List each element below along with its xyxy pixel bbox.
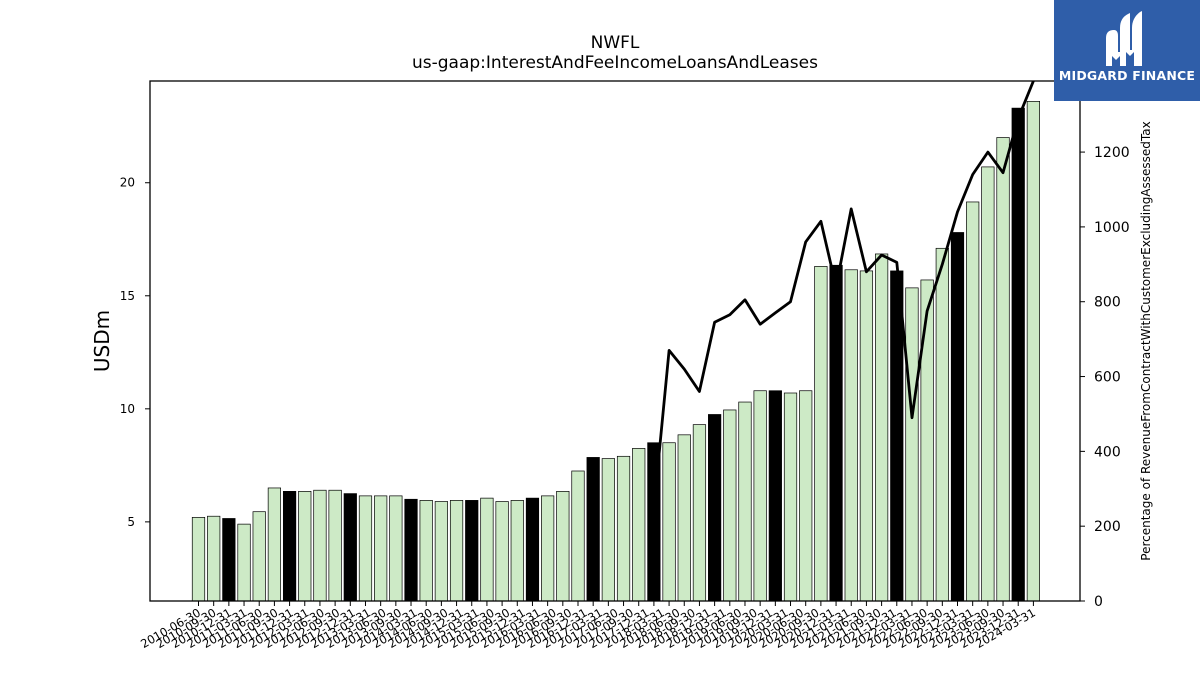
bar-2022-09-30 xyxy=(935,247,949,602)
bar-2014-12-31 xyxy=(465,500,479,602)
bar-2012-03-31 xyxy=(298,491,312,602)
bar-2024-03-31 xyxy=(1026,100,1041,602)
y2-tick-label-1000: 1000 xyxy=(1094,220,1130,236)
bar-2013-06-30 xyxy=(374,495,388,602)
y-tick-label-15: 15 xyxy=(120,289,135,303)
bar-2021-03-31 xyxy=(844,269,858,602)
y-axis-right: 0 200 400 600 800 1000 1200 xyxy=(1080,145,1130,610)
bar-2015-03-31 xyxy=(480,497,494,602)
bar-2013-12-31 xyxy=(404,498,418,602)
bar-2014-09-30 xyxy=(449,500,464,602)
y-axis-label-right: Percentage of RevenueFromContractWithCus… xyxy=(1139,121,1153,560)
chart-subtitle: us-gaap:InterestAndFeeIncomeLoansAndLeas… xyxy=(412,53,818,73)
line-series xyxy=(652,80,1035,508)
bar-2020-06-30 xyxy=(799,390,813,602)
bar-2013-09-30 xyxy=(389,495,403,602)
bar-2023-12-31 xyxy=(1011,107,1025,602)
y2-tick-label-200: 200 xyxy=(1094,519,1121,535)
bar-2021-09-30 xyxy=(874,253,889,602)
bar-2023-06-30 xyxy=(981,166,995,602)
bar-2010-09-30 xyxy=(207,515,221,602)
bar-2010-12-31 xyxy=(222,518,236,602)
bar-2011-03-31 xyxy=(237,523,251,602)
bar-2022-06-30 xyxy=(920,279,934,602)
bar-2021-06-30 xyxy=(859,270,874,602)
series-line-percentage xyxy=(652,80,1035,508)
bar-2020-09-30 xyxy=(814,266,828,602)
y-tick-label-5: 5 xyxy=(127,515,135,529)
bar-2012-09-30 xyxy=(328,489,342,602)
y2-tick-label-0: 0 xyxy=(1094,594,1103,610)
bar-2019-09-30 xyxy=(753,390,767,602)
bar-2018-09-30 xyxy=(692,424,707,602)
bar-2015-09-30 xyxy=(510,500,524,602)
bar-2015-06-30 xyxy=(495,501,509,602)
midgard-m-logo-icon xyxy=(1106,11,1142,66)
bar-2016-09-30 xyxy=(571,470,585,602)
logo-text: MIDGARD FINANCE xyxy=(1058,68,1196,83)
plot-frame xyxy=(149,80,1081,602)
bar-2011-09-30 xyxy=(267,487,281,602)
bar-2022-03-31 xyxy=(905,287,919,602)
bar-2014-03-31 xyxy=(419,500,433,602)
chart-title: NWFL xyxy=(591,33,640,53)
bar-2023-03-31 xyxy=(966,201,980,602)
y2-tick-label-600: 600 xyxy=(1094,370,1121,386)
bar-2012-12-31 xyxy=(343,493,357,602)
y2-tick-label-800: 800 xyxy=(1094,295,1121,311)
bar-2016-03-31 xyxy=(541,495,555,602)
bar-2013-03-31 xyxy=(358,495,373,602)
bar-2020-12-31 xyxy=(829,264,843,602)
bar-2016-06-30 xyxy=(556,491,570,602)
bar-2012-06-30 xyxy=(313,489,327,602)
bar-2011-12-31 xyxy=(282,491,297,602)
bar-2018-06-30 xyxy=(677,434,691,602)
bar-2011-06-30 xyxy=(252,511,266,602)
bar-2016-12-31 xyxy=(586,457,600,602)
bar-2023-09-30 xyxy=(996,137,1010,602)
y-tick-label-20: 20 xyxy=(120,176,135,190)
y2-tick-label-1200: 1200 xyxy=(1094,145,1130,161)
bar-2017-09-30 xyxy=(632,448,646,602)
bar-2017-06-30 xyxy=(616,455,631,602)
y2-tick-label-400: 400 xyxy=(1094,444,1121,460)
bar-2022-12-31 xyxy=(950,232,965,602)
y-axis-left: 5 10 15 20 xyxy=(120,176,150,529)
bar-2014-06-30 xyxy=(434,501,448,602)
bar-series xyxy=(191,100,1041,602)
bar-2010-06-30 xyxy=(191,516,206,602)
bar-2019-12-31 xyxy=(768,390,782,602)
bar-2017-03-31 xyxy=(601,458,615,602)
bar-2015-12-31 xyxy=(525,497,540,602)
y-tick-label-10: 10 xyxy=(120,402,135,416)
y-axis-label-left: USDm xyxy=(90,310,114,372)
bar-2018-12-31 xyxy=(708,414,722,602)
x-axis: 2010-06-302010-09-302010-12-312011-03-31… xyxy=(138,601,1038,651)
bar-2019-06-30 xyxy=(738,401,752,602)
bar-2019-03-31 xyxy=(723,409,737,602)
bar-2018-03-31 xyxy=(662,442,676,602)
brand-logo: MIDGARD FINANCE xyxy=(1054,0,1200,101)
bar-2020-03-31 xyxy=(783,392,798,602)
